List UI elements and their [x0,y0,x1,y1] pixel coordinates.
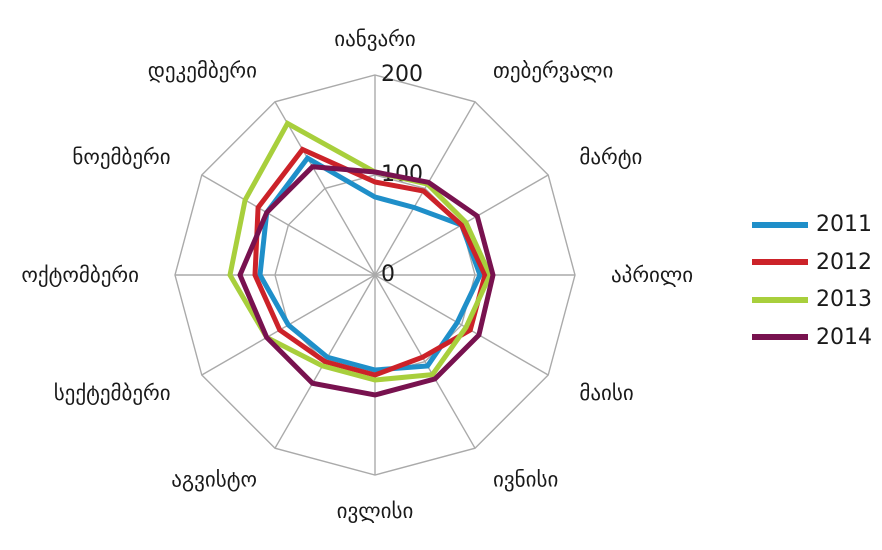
grid-spoke [374,274,549,376]
category-label: დეკემბერი [148,59,257,83]
legend-label: 2014 [816,324,872,350]
category-label: იანვარი [334,27,416,51]
legend-label: 2012 [816,249,872,275]
category-label: ოქტომბერი [21,263,139,287]
legend: 2011 2012 2013 2014 [752,206,872,356]
category-label: ნოემბერი [72,145,170,169]
category-label: მაისი [579,381,633,405]
tick-label: 200 [381,62,423,87]
category-label: მარტი [579,145,642,169]
legend-swatch [752,334,808,341]
grid-spoke [274,101,376,276]
category-label: აგვისტო [171,467,257,491]
legend-swatch [752,221,808,228]
series-line-2012 [252,146,488,378]
category-label: ივლისი [337,499,414,523]
legend-swatch [752,259,808,266]
tick-label: 0 [381,262,395,287]
category-label: თებერვალი [493,59,613,83]
grid-spoke [374,274,476,449]
category-label: აპრილი [611,263,693,287]
legend-item-2011: 2011 [752,206,872,244]
series-line-2013 [227,120,493,383]
category-label: სექტემბერი [54,381,171,405]
legend-item-2014: 2014 [752,319,872,357]
legend-swatch [752,296,808,303]
grid-spoke [201,174,376,276]
legend-label: 2011 [816,212,872,238]
grid-spoke [374,101,476,276]
category-label: ივნისი [493,467,558,491]
legend-item-2013: 2013 [752,281,872,319]
legend-label: 2013 [816,287,872,313]
legend-item-2012: 2012 [752,244,872,282]
series-line-2014 [237,164,496,398]
